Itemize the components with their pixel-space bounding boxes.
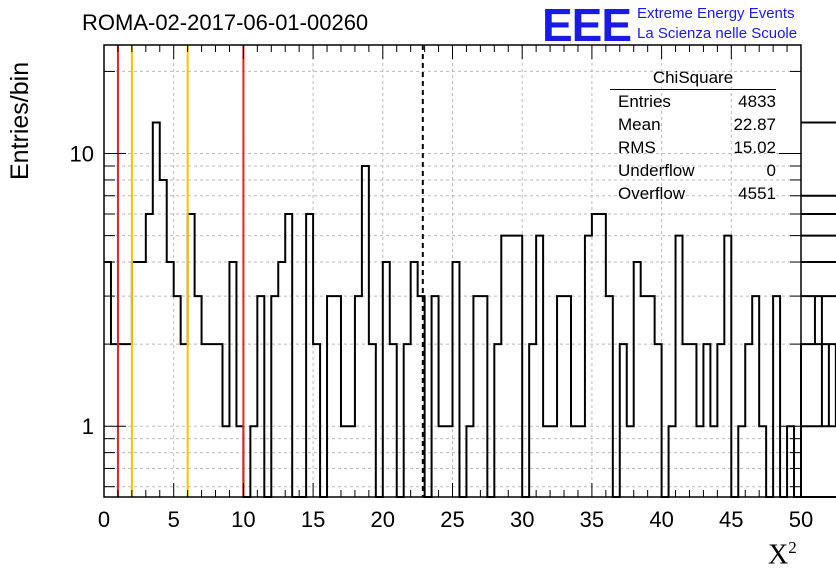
stats-row-underflow: Underflow 0	[610, 159, 776, 182]
stats-label: Underflow	[618, 161, 695, 180]
x-tick-label: 20	[371, 507, 395, 532]
x-tick-label: 0	[98, 507, 110, 532]
y-tick-label: 10	[70, 142, 94, 167]
x-tick-label: 50	[789, 507, 813, 532]
stats-label: RMS	[618, 138, 656, 157]
stats-row-overflow: Overflow 4551	[610, 182, 776, 205]
y-axis-label: Entries/bin	[6, 61, 34, 180]
stats-value: 4833	[738, 92, 776, 111]
x-tick-label: 10	[231, 507, 255, 532]
stats-value: 22.87	[733, 115, 776, 134]
stats-label: Entries	[618, 92, 671, 111]
reference-lines	[116, 45, 424, 497]
x-tick-label: 30	[510, 507, 534, 532]
x-tick-label: 40	[649, 507, 673, 532]
stats-label: Overflow	[618, 184, 686, 203]
x-tick-label: 5	[168, 507, 180, 532]
stats-value: 15.02	[733, 138, 776, 157]
stats-value: 0	[766, 161, 776, 180]
x-axis-label: X2	[768, 538, 797, 571]
x-axis-label-text: X	[768, 539, 789, 571]
logo-line-2: La Scienza nelle Scuole	[637, 25, 798, 42]
x-tick-label: 35	[580, 507, 604, 532]
stats-header: ChiSquare	[610, 68, 776, 90]
y-tick-label: 1	[82, 414, 94, 439]
x-tick-label: 45	[719, 507, 743, 532]
stats-label: Mean	[618, 115, 661, 134]
stats-row-entries: Entries 4833	[610, 90, 776, 113]
axes: 0 5 10 15 20 25 30 35 40 45 50 1 10	[70, 45, 813, 532]
x-tick-label: 15	[301, 507, 325, 532]
logo-line-1: Extreme Energy Events	[637, 5, 795, 22]
stats-row-mean: Mean 22.87	[610, 113, 776, 136]
x-tick-label: 25	[440, 507, 464, 532]
chart-title: ROMA-02-2017-06-01-00260	[82, 10, 369, 35]
stats-value: 4551	[738, 184, 776, 203]
stats-row-rms: RMS 15.02	[610, 136, 776, 159]
eee-logo: EEE	[542, 0, 632, 51]
histogram-series	[104, 121, 836, 498]
histogram-path	[104, 121, 836, 498]
logo-caption: Extreme Energy Events La Scienza nelle S…	[637, 4, 797, 44]
x-axis-label-exponent: 2	[788, 538, 797, 557]
stats-box: ChiSquare Entries 4833 Mean 22.87 RMS 15.02…	[610, 68, 776, 205]
